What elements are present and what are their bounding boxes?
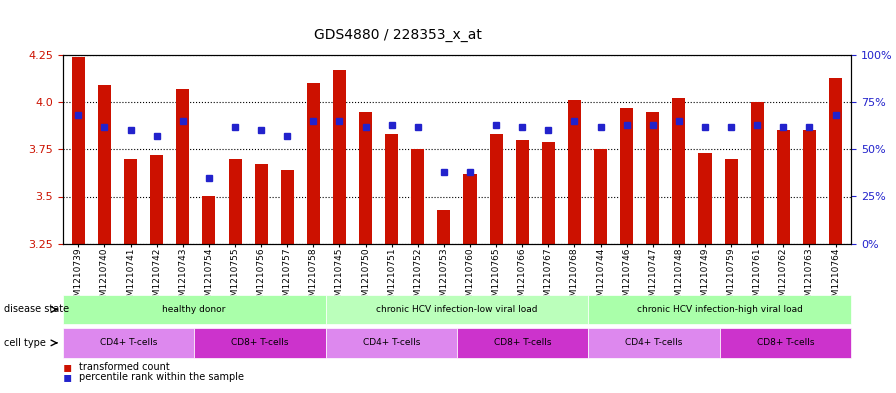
Text: CD8+ T-cells: CD8+ T-cells <box>757 338 814 347</box>
Text: CD4+ T-cells: CD4+ T-cells <box>363 338 420 347</box>
Bar <box>124 159 137 244</box>
Bar <box>568 100 581 244</box>
Text: disease state: disease state <box>4 305 70 314</box>
Text: chronic HCV infection-low viral load: chronic HCV infection-low viral load <box>376 305 538 314</box>
Bar <box>228 159 242 244</box>
Text: ▪: ▪ <box>63 370 72 384</box>
Text: ▪: ▪ <box>63 360 72 375</box>
Bar <box>829 78 842 244</box>
Bar <box>254 164 268 244</box>
Bar <box>306 83 320 244</box>
Bar <box>385 134 398 244</box>
Bar <box>437 210 451 244</box>
Text: transformed count: transformed count <box>79 362 169 373</box>
Text: CD8+ T-cells: CD8+ T-cells <box>494 338 551 347</box>
Bar <box>672 98 685 244</box>
Bar <box>72 57 85 244</box>
Bar <box>202 196 215 244</box>
Bar <box>463 174 477 244</box>
Text: CD4+ T-cells: CD4+ T-cells <box>99 338 157 347</box>
Text: cell type: cell type <box>4 338 47 348</box>
Bar <box>699 153 711 244</box>
Bar <box>280 170 294 244</box>
Bar <box>725 159 737 244</box>
Text: CD8+ T-cells: CD8+ T-cells <box>231 338 289 347</box>
Text: healthy donor: healthy donor <box>162 305 226 314</box>
Bar <box>751 102 763 244</box>
Text: CD4+ T-cells: CD4+ T-cells <box>625 338 683 347</box>
Bar <box>803 130 816 244</box>
Bar <box>489 134 503 244</box>
Bar <box>177 89 189 244</box>
Bar <box>151 155 163 244</box>
Bar <box>98 85 111 244</box>
Bar <box>333 70 346 244</box>
Bar <box>646 112 659 244</box>
Text: chronic HCV infection-high viral load: chronic HCV infection-high viral load <box>637 305 803 314</box>
Bar <box>542 142 555 244</box>
Bar <box>359 112 372 244</box>
Text: GDS4880 / 228353_x_at: GDS4880 / 228353_x_at <box>314 28 481 42</box>
Text: percentile rank within the sample: percentile rank within the sample <box>79 372 244 382</box>
Bar <box>516 140 529 244</box>
Bar <box>411 149 425 244</box>
Bar <box>620 108 633 244</box>
Bar <box>594 149 607 244</box>
Bar <box>777 130 790 244</box>
